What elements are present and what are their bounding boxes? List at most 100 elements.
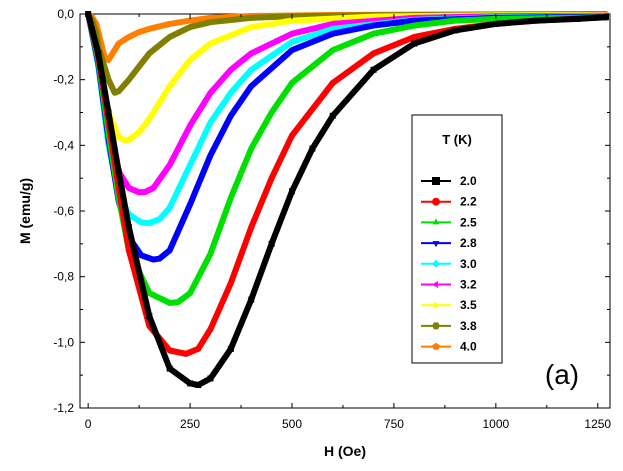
data-point xyxy=(227,280,234,287)
data-point xyxy=(115,168,122,175)
y-tick-label: -0,6 xyxy=(53,204,74,218)
data-point xyxy=(105,57,112,63)
data-point xyxy=(127,137,132,143)
data-point xyxy=(136,29,142,35)
data-point xyxy=(175,299,181,304)
data-point xyxy=(146,220,153,227)
data-point xyxy=(125,77,132,83)
data-point xyxy=(183,350,189,357)
data-point xyxy=(290,18,295,24)
data-point xyxy=(268,240,275,247)
y-tick-label: -0,4 xyxy=(53,138,74,152)
data-point xyxy=(126,34,132,40)
data-point xyxy=(248,84,254,90)
legend-item: 2.5 xyxy=(421,215,477,229)
x-tick-label: 1000 xyxy=(482,417,509,431)
data-point xyxy=(150,185,155,191)
legend-item: 3.2 xyxy=(421,278,477,292)
data-point xyxy=(167,248,173,254)
legend-label: 2.2 xyxy=(460,195,477,209)
data-point xyxy=(602,14,609,21)
data-point xyxy=(187,17,193,23)
data-point xyxy=(452,27,459,34)
data-point xyxy=(166,347,173,354)
data-point xyxy=(329,21,335,27)
data-point xyxy=(207,153,214,159)
data-point xyxy=(533,17,540,24)
y-axis-title: M (emu/g) xyxy=(17,178,33,244)
legend-box xyxy=(411,114,503,364)
data-point xyxy=(227,345,234,352)
data-point xyxy=(370,30,377,36)
legend-marker xyxy=(432,281,438,288)
y-tick-label: -1,2 xyxy=(53,401,74,415)
legend-item: 3.0 xyxy=(421,257,477,271)
legend: T (K) 2.0 2.2 2.5 2.8 3.0 3.2 3.5 3.8 4.0 xyxy=(411,114,503,364)
data-point xyxy=(227,89,234,96)
data-point xyxy=(150,258,156,263)
data-point xyxy=(248,15,255,21)
y-tick-label: -0,8 xyxy=(53,270,74,284)
data-point xyxy=(146,50,153,56)
legend-items: 2.0 2.2 2.5 2.8 3.0 3.2 3.5 3.8 4.0 xyxy=(421,174,477,354)
data-point xyxy=(136,189,141,195)
legend-label: 4.0 xyxy=(460,340,477,354)
x-tick-label: 1250 xyxy=(584,417,611,431)
data-point xyxy=(168,83,173,89)
data-point xyxy=(372,14,377,20)
data-point xyxy=(289,132,295,139)
data-point xyxy=(146,290,152,295)
data-point xyxy=(228,114,234,119)
legend-marker xyxy=(432,342,440,350)
panel-label: (a) xyxy=(545,359,579,390)
legend-label: 3.0 xyxy=(460,257,477,271)
data-point xyxy=(207,250,214,256)
data-point xyxy=(138,219,145,226)
axes-layer: 0 250 500 750 1000 1250 0,0 -0,2 -0,4 -0,6 -0,8 -1,… xyxy=(53,7,611,431)
data-point xyxy=(248,224,255,231)
data-point xyxy=(329,25,336,32)
data-point xyxy=(207,119,214,126)
data-point xyxy=(329,112,336,119)
data-point xyxy=(289,38,295,45)
data-point xyxy=(156,257,163,262)
data-point xyxy=(411,40,418,47)
legend-item: 2.2 xyxy=(421,195,477,209)
data-point xyxy=(370,66,377,73)
data-point xyxy=(125,224,132,231)
legend-marker xyxy=(432,218,440,225)
data-point xyxy=(309,145,316,152)
legend-label: 2.5 xyxy=(460,215,477,229)
legend-title: T (K) xyxy=(442,132,472,147)
data-point xyxy=(138,253,144,259)
data-point xyxy=(117,134,122,140)
data-point xyxy=(329,79,336,86)
data-point xyxy=(187,123,192,129)
data-point xyxy=(142,189,147,195)
data-point xyxy=(370,50,377,57)
x-tick-label: 250 xyxy=(180,417,200,431)
data-point xyxy=(248,145,254,151)
data-point xyxy=(146,313,153,320)
data-point xyxy=(269,109,275,114)
legend-marker xyxy=(432,241,440,248)
legend-item: 2.0 xyxy=(421,174,477,188)
data-point xyxy=(452,17,458,23)
data-point xyxy=(207,14,214,21)
legend-marker xyxy=(434,301,440,309)
data-point xyxy=(289,48,295,54)
data-point xyxy=(289,31,294,37)
data-point xyxy=(330,32,336,37)
y-tick-label: -1,0 xyxy=(53,335,74,349)
data-point xyxy=(207,375,214,382)
data-point xyxy=(574,15,581,22)
data-point xyxy=(289,79,295,85)
data-point xyxy=(195,345,202,352)
data-point xyxy=(166,365,173,372)
data-point xyxy=(187,24,194,30)
data-point xyxy=(289,188,295,195)
x-axis-title: H (Oe) xyxy=(324,443,366,459)
data-point xyxy=(115,40,122,46)
series-layer xyxy=(85,11,609,389)
